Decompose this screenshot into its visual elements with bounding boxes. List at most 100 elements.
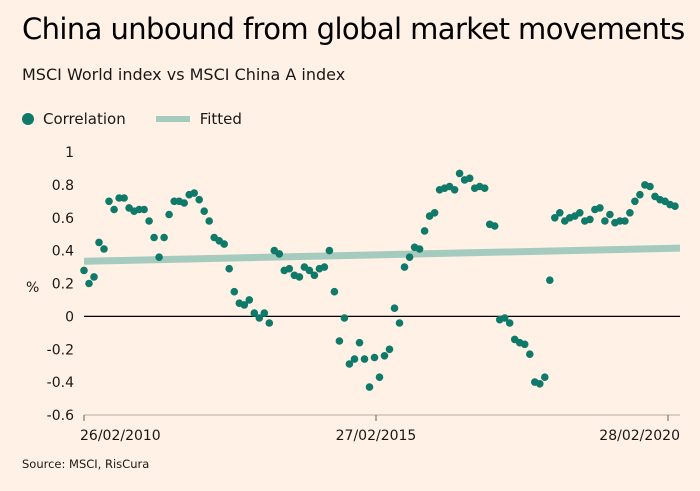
correlation-point: [636, 190, 644, 199]
correlation-point: [340, 314, 349, 322]
correlation-point: [265, 319, 274, 327]
correlation-point: [500, 314, 509, 322]
correlation-point: [195, 195, 203, 204]
y-tick-label: 0.4: [52, 244, 74, 260]
correlation-point: [335, 337, 344, 345]
correlation-point: [395, 319, 404, 327]
correlation-point: [626, 209, 634, 217]
correlation-point: [375, 373, 384, 382]
correlation-point: [415, 245, 424, 253]
source-note: Source: MSCI, RisCura: [22, 457, 150, 471]
correlation-point: [601, 217, 609, 225]
correlation-point: [360, 355, 369, 363]
y-tick-label: -0.6: [47, 408, 74, 424]
correlation-point: [520, 340, 529, 349]
correlation-point: [385, 345, 394, 354]
correlation-point: [390, 304, 399, 313]
correlation-point: [621, 217, 629, 225]
correlation-point: [255, 314, 264, 322]
correlation-point: [305, 266, 314, 275]
correlation-point: [295, 273, 304, 281]
correlation-point: [400, 263, 409, 271]
y-axis: 1 0.8 0.6 0.4 0.2 0 -0.2 -0.4 -0.6: [47, 145, 74, 424]
correlation-point: [586, 215, 594, 224]
correlation-point: [536, 380, 544, 388]
correlation-point: [105, 197, 113, 206]
chart-subtitle: MSCI World index vs MSCI China A index: [22, 65, 346, 84]
correlation-point: [240, 301, 249, 309]
correlation-point: [646, 182, 654, 191]
correlation-point: [465, 174, 474, 183]
legend: Correlation Fitted: [22, 110, 272, 128]
correlation-point: [420, 227, 429, 235]
correlation-point: [551, 214, 559, 222]
correlation-point: [100, 245, 108, 253]
correlation-point: [310, 271, 319, 280]
correlation-point: [631, 197, 639, 206]
y-tick-label: 1: [65, 145, 74, 161]
correlation-point: [260, 309, 269, 317]
correlation-point: [190, 189, 198, 197]
correlation-point: [455, 169, 464, 178]
correlation-point: [180, 199, 188, 207]
correlation-point: [505, 319, 514, 327]
y-tick-label: 0.6: [52, 211, 74, 227]
legend-label-fitted: Fitted: [199, 110, 242, 128]
correlation-point: [250, 309, 259, 317]
correlation-point: [355, 338, 364, 347]
correlation-point: [671, 202, 679, 210]
correlation-point: [155, 253, 163, 261]
x-tick-label: 26/02/2010: [80, 428, 161, 444]
correlation-point: [405, 253, 414, 261]
correlation-point: [596, 204, 604, 212]
correlation-point: [95, 238, 103, 247]
legend-label-correlation: Correlation: [43, 110, 126, 128]
correlation-point: [556, 209, 564, 217]
correlation-point: [285, 264, 294, 273]
correlation-point: [205, 217, 213, 225]
x-axis-ticks: 26/02/2010 27/02/2015 28/02/2020: [80, 415, 680, 444]
correlation-points: [80, 169, 679, 391]
correlation-point: [145, 217, 153, 225]
correlation-point: [160, 233, 168, 242]
correlation-point: [490, 222, 499, 230]
correlation-point: [325, 246, 334, 255]
correlation-point: [85, 279, 93, 288]
correlation-point: [365, 383, 374, 391]
y-axis-label: %: [26, 280, 39, 296]
fitted-line: [83, 244, 681, 265]
correlation-point: [606, 210, 614, 219]
legend-item-fitted: Fitted: [155, 110, 242, 128]
legend-dot-icon: [22, 113, 34, 125]
correlation-point: [370, 353, 379, 362]
x-tick-label: 28/02/2020: [599, 428, 680, 444]
y-tick-label: 0.8: [52, 178, 74, 194]
correlation-point: [245, 296, 254, 304]
correlation-point: [320, 263, 329, 271]
y-tick-label: 0.2: [52, 277, 74, 293]
correlation-point: [450, 186, 459, 194]
correlation-point: [110, 205, 118, 214]
correlation-point: [546, 276, 554, 285]
y-tick-label: -0.4: [47, 375, 74, 391]
chart-title: China unbound from global market movemen…: [22, 12, 685, 46]
correlation-point: [80, 266, 88, 275]
y-tick-label: -0.2: [47, 342, 74, 358]
legend-item-correlation: Correlation: [22, 110, 126, 128]
correlation-point: [526, 350, 534, 359]
correlation-point: [165, 210, 173, 219]
correlation-point: [275, 250, 284, 258]
correlation-point: [200, 207, 208, 215]
correlation-point: [150, 233, 158, 242]
correlation-point: [350, 355, 359, 363]
correlation-point: [480, 184, 489, 192]
legend-line-icon: [155, 116, 190, 122]
correlation-point: [541, 373, 549, 382]
x-tick-label: 27/02/2015: [336, 428, 417, 444]
correlation-point: [576, 209, 584, 217]
correlation-point: [380, 352, 389, 360]
correlation-point: [140, 205, 148, 214]
y-tick-label: 0: [65, 309, 74, 325]
correlation-point: [345, 360, 354, 368]
